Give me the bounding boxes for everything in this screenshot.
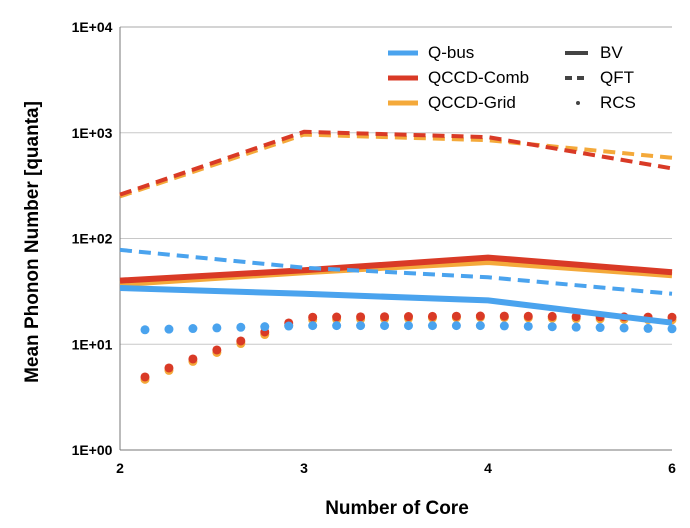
x-tick-label: 2 [116, 460, 124, 476]
rcs-dot [260, 322, 270, 332]
y-axis-title: Mean Phonon Number [quanta] [22, 101, 43, 383]
rcs-dot [380, 312, 390, 322]
rcs-dot [332, 312, 342, 322]
rcs-dot [499, 321, 509, 331]
rcs-dot [308, 321, 318, 331]
tick-labels: 1E+00 1E+01 1E+02 1E+03 1E+04 2 3 4 6 [72, 19, 677, 476]
legend-label: QFT [600, 68, 634, 87]
rcs-dot [212, 323, 222, 333]
rcs-dot [140, 372, 150, 382]
rcs-dot [451, 321, 461, 331]
legend-label: QCCD-Grid [428, 93, 516, 112]
rcs-dot [188, 354, 198, 364]
rcs-dot [619, 323, 629, 333]
rcs-dot [332, 321, 342, 331]
rcs-dot [547, 322, 557, 332]
rcs-dot [427, 321, 437, 331]
rcs-dot [475, 321, 485, 331]
x-tick-label: 6 [668, 460, 676, 476]
rcs-dot [547, 311, 557, 321]
rcs-dot [523, 321, 533, 331]
y-tick-label: 1E+04 [72, 19, 113, 35]
rcs-dot [284, 321, 294, 331]
q-bus-bv-series [119, 285, 673, 326]
rcs-dot [404, 312, 413, 322]
y-tick-label: 1E+02 [72, 231, 113, 247]
qccd-comb-qft-series [119, 129, 673, 197]
x-tick-label: 3 [300, 460, 308, 476]
rcs-dot [308, 312, 318, 322]
rcs-dot [140, 325, 150, 335]
series-lines [119, 129, 677, 384]
legend: Q-bus QCCD-Comb QCCD-Grid BV QFT RCS [388, 43, 636, 112]
qccd-grid-qft-series [119, 132, 673, 199]
qccd-comb-bv-series [119, 254, 673, 284]
rcs-dot [643, 323, 653, 333]
legend-swatch [576, 101, 580, 105]
q-bus-rcs-series [140, 321, 677, 335]
rcs-dot [356, 321, 366, 331]
rcs-dot [212, 345, 222, 355]
rcs-dot [427, 311, 437, 321]
rcs-dot [595, 323, 605, 333]
rcs-dot [451, 311, 461, 321]
rcs-dot [475, 311, 485, 321]
rcs-dot [356, 312, 366, 322]
axes [119, 26, 672, 451]
rcs-dot [380, 321, 390, 331]
rcs-dot [236, 322, 246, 332]
x-axis-title: Number of Core [325, 498, 469, 519]
legend-label: QCCD-Comb [428, 68, 529, 87]
rcs-dot [188, 324, 198, 334]
rcs-dot [571, 322, 581, 332]
rcs-dot [523, 311, 533, 321]
rcs-dot [164, 324, 174, 334]
x-tick-label: 4 [484, 460, 492, 476]
legend-label: Q-bus [428, 43, 474, 62]
y-tick-label: 1E+00 [72, 442, 113, 458]
rcs-dot [404, 321, 413, 331]
rcs-dot [667, 324, 677, 334]
y-tick-label: 1E+03 [72, 125, 113, 141]
q-bus-qft-series [119, 247, 673, 296]
rcs-dot [236, 336, 246, 346]
rcs-dot [499, 311, 509, 321]
legend-label: BV [600, 43, 623, 62]
y-tick-label: 1E+01 [72, 336, 113, 352]
legend-label: RCS [600, 93, 636, 112]
rcs-dot [164, 363, 174, 373]
